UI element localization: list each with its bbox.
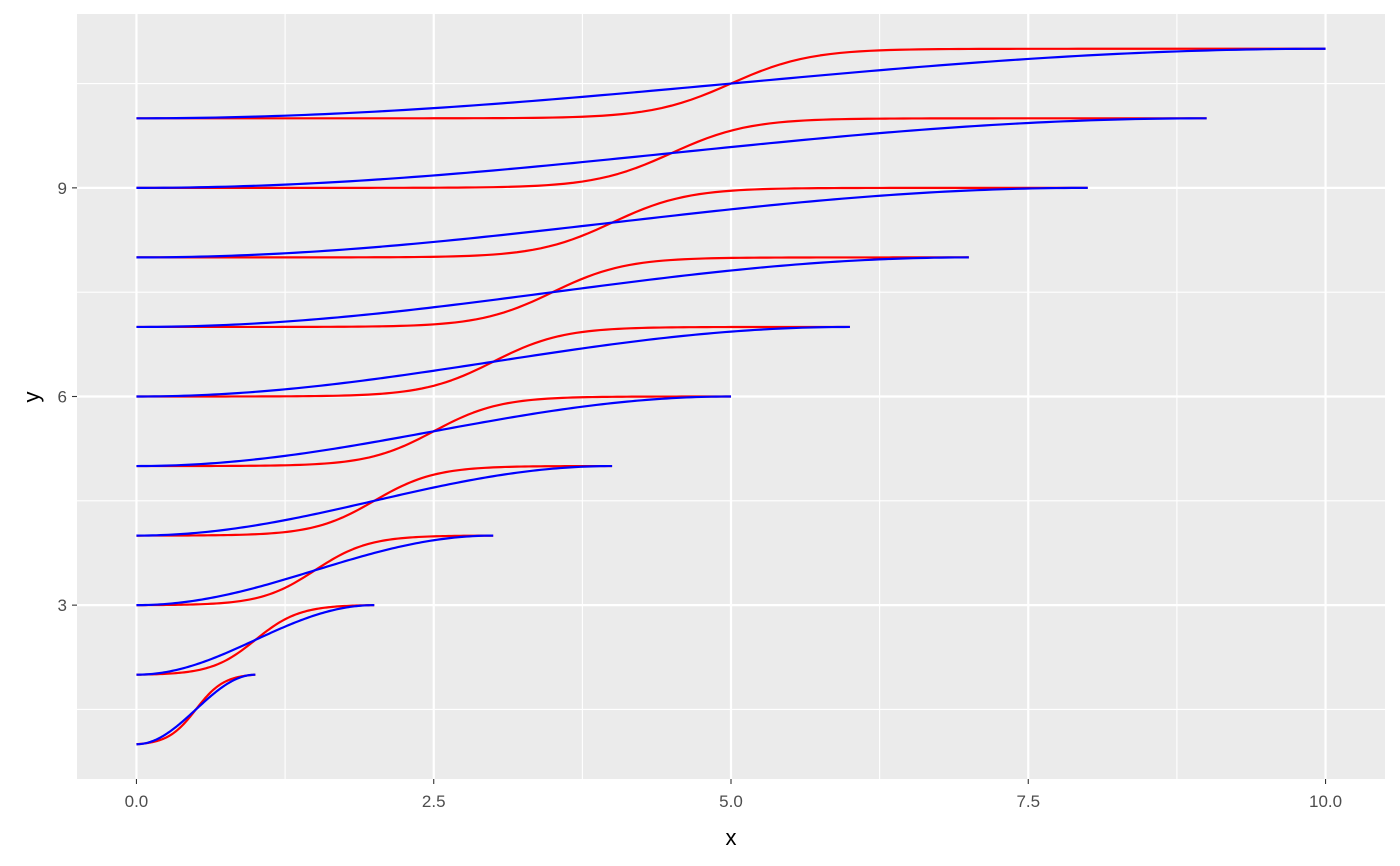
x-axis-title: x (726, 825, 737, 850)
series-line (136, 464, 613, 537)
series-line (136, 47, 1326, 120)
series-line (136, 117, 1207, 189)
series-line (136, 604, 375, 676)
series-line (136, 186, 1088, 259)
x-tick-label: 2.5 (422, 792, 446, 811)
x-tick-label: 10.0 (1309, 792, 1342, 811)
x-tick-label: 7.5 (1016, 792, 1040, 811)
y-tick-labels: 3 6 9 (58, 179, 67, 615)
x-tick-label: 0.0 (125, 792, 149, 811)
axis-ticks (72, 187, 1327, 784)
series-layer (136, 47, 1326, 746)
series-line (136, 325, 850, 398)
series-line (136, 534, 494, 607)
series-line (136, 395, 732, 468)
x-tick-label: 5.0 (719, 792, 743, 811)
series-line (136, 673, 256, 746)
x-tick-labels: 0.0 2.5 5.0 7.5 10.0 (125, 792, 1342, 811)
y-tick-label: 3 (58, 596, 67, 615)
y-tick-label: 6 (58, 388, 67, 407)
y-axis-title: y (19, 392, 44, 403)
y-tick-label: 9 (58, 179, 67, 198)
series-line (136, 256, 969, 329)
